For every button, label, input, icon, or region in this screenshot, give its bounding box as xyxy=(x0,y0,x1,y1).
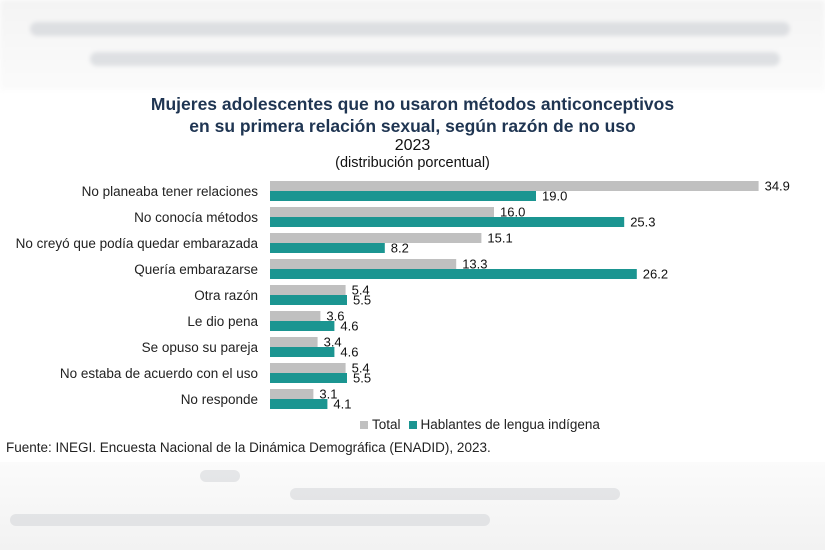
data-label: 5.4 xyxy=(352,361,370,376)
bar-indigena xyxy=(270,373,347,383)
chart-title-line-1: Mujeres adolescentes que no usaron métod… xyxy=(150,94,675,114)
bar-total xyxy=(270,207,494,217)
category-label: Quería embarazarse xyxy=(134,262,258,277)
bar-total xyxy=(270,285,346,295)
data-label: 26.2 xyxy=(643,267,668,282)
data-label: 16.0 xyxy=(500,205,525,220)
bar-indigena xyxy=(270,243,385,253)
data-label: 8.2 xyxy=(391,241,409,256)
bar-indigena xyxy=(270,269,637,279)
bar-total xyxy=(270,181,759,191)
bar-indigena xyxy=(270,191,536,201)
category-label: No planeaba tener relaciones xyxy=(82,184,259,199)
category-label: No creyó que podía quedar embarazada xyxy=(16,236,259,251)
legend-swatch-total xyxy=(360,420,368,429)
data-label: 4.6 xyxy=(340,319,358,334)
bar-total xyxy=(270,389,314,399)
legend-item-total: Total xyxy=(360,417,401,432)
data-label: 3.4 xyxy=(324,335,342,350)
category-label: No estaba de acuerdo con el uso xyxy=(60,366,258,381)
chart-year: 2023 xyxy=(394,137,431,154)
data-label: 5.5 xyxy=(353,293,371,308)
bar-total xyxy=(270,259,457,269)
data-label: 34.9 xyxy=(765,179,790,194)
chart-unit: (distribución porcentual) xyxy=(335,155,490,171)
blurred-header-background xyxy=(0,0,825,90)
data-label: 15.1 xyxy=(487,231,512,246)
data-label: 19.0 xyxy=(542,189,567,204)
bar-total xyxy=(270,337,318,347)
data-label: 5.4 xyxy=(352,283,370,298)
chart-title-line-2: en su primera relación sexual, según raz… xyxy=(189,116,636,136)
bar-indigena xyxy=(270,321,335,331)
data-label: 4.1 xyxy=(333,397,351,412)
data-label: 4.6 xyxy=(340,345,358,360)
bar-indigena xyxy=(270,217,625,227)
category-label: Le dio pena xyxy=(187,314,258,329)
category-label: No responde xyxy=(181,392,258,407)
source-note: Fuente: INEGI. Encuesta Nacional de la D… xyxy=(6,440,491,455)
blurred-footer-background xyxy=(0,462,825,550)
data-label: 13.3 xyxy=(462,257,487,272)
data-label: 25.3 xyxy=(630,215,655,230)
bar-indigena xyxy=(270,295,347,305)
data-label: 3.6 xyxy=(326,309,344,324)
legend-label-total: Total xyxy=(372,417,401,432)
legend-swatch-indigena xyxy=(408,420,417,429)
legend-label-indigena: Hablantes de lengua indígena xyxy=(420,417,600,432)
data-label: 5.5 xyxy=(353,371,371,386)
category-label: No conocía métodos xyxy=(134,210,258,225)
bar-total xyxy=(270,233,482,243)
category-label: Se opuso su pareja xyxy=(142,340,259,355)
data-label: 3.1 xyxy=(319,387,337,402)
legend-item-indigena: Hablantes de lengua indígena xyxy=(408,417,600,432)
bar-indigena xyxy=(270,347,335,357)
bar-indigena xyxy=(270,399,328,409)
chart-legend: Total Hablantes de lengua indígena xyxy=(360,417,600,432)
bar-total xyxy=(270,311,321,321)
bar-total xyxy=(270,363,346,373)
category-label: Otra razón xyxy=(194,288,258,303)
